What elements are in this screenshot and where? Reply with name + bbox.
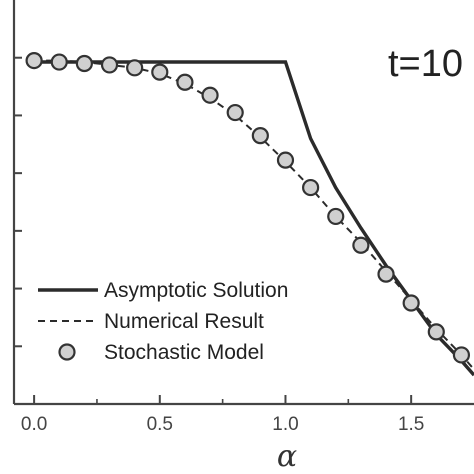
x-tick-label: 0.0 xyxy=(21,414,47,435)
x-tick-label: 1.5 xyxy=(398,414,424,435)
legend-label: Asymptotic Solution xyxy=(104,279,288,302)
data-point xyxy=(100,56,119,74)
data-point xyxy=(176,73,194,91)
legend: Asymptotic Solution Numerical Result Stoch… xyxy=(38,279,288,364)
axes: 0.0 0.5 1.0 1.5 xyxy=(12,0,474,435)
data-point xyxy=(201,86,219,104)
data-point xyxy=(50,53,68,71)
data-point xyxy=(302,178,320,197)
data-point xyxy=(75,54,93,73)
annotation-label: t=10 xyxy=(388,43,463,85)
data-point xyxy=(226,103,244,122)
data-point xyxy=(427,323,445,341)
legend-label: Numerical Result xyxy=(104,310,264,333)
x-axis-title: α xyxy=(277,439,297,474)
data-point xyxy=(151,63,169,81)
legend-marker xyxy=(58,343,76,361)
x-tick-label: 1.0 xyxy=(272,414,298,435)
data-point xyxy=(452,346,471,364)
x-tick-label: 0.5 xyxy=(147,414,173,435)
data-point xyxy=(377,265,395,283)
asymptotic-line xyxy=(34,60,474,377)
legend-label: Stochastic Model xyxy=(104,341,264,364)
data-point xyxy=(25,51,43,70)
data-point xyxy=(251,127,269,145)
data-point xyxy=(327,207,345,226)
series-layer xyxy=(25,51,474,377)
data-point xyxy=(402,294,420,312)
data-point xyxy=(352,236,370,254)
data-point xyxy=(126,59,144,77)
data-point xyxy=(276,151,295,169)
